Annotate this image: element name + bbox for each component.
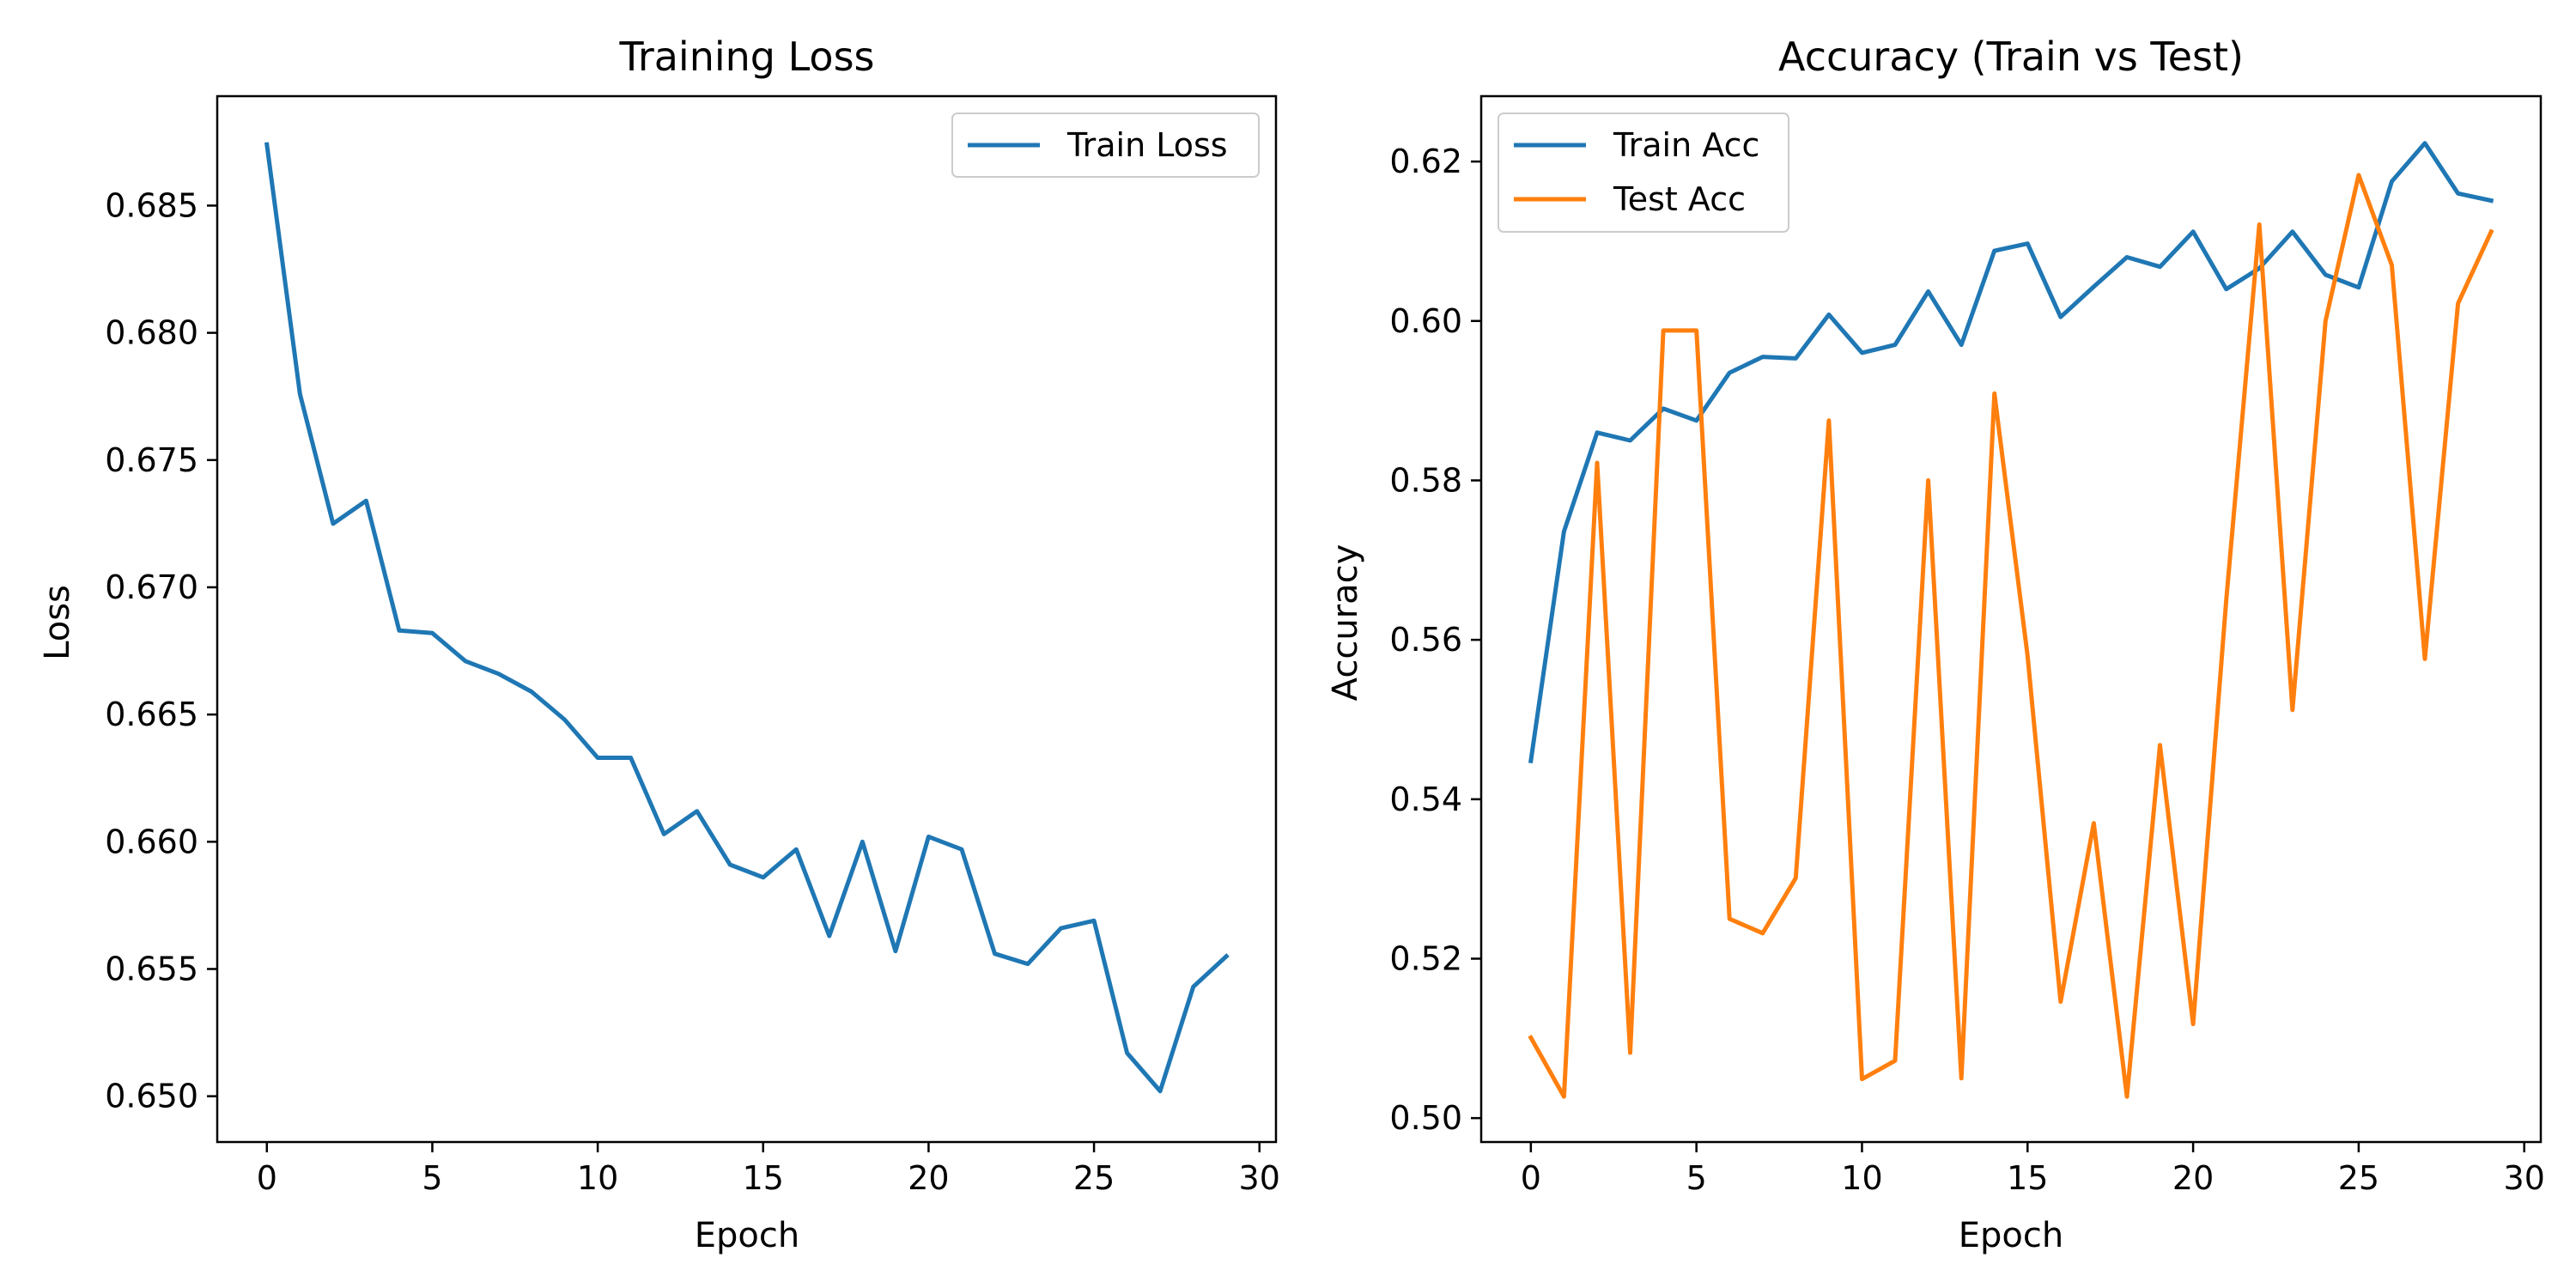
loss-y-tick-label: 0.650 [105,1078,198,1115]
loss-x-tick-label: 20 [908,1159,949,1197]
loss-x-ticks: 0 5 10 15 20 25 30 [257,1142,1280,1197]
loss-plot-area [264,142,1230,1094]
loss-x-tick-label: 30 [1239,1159,1280,1197]
loss-y-tick-label: 0.670 [105,568,198,606]
loss-y-axis-label: Loss [38,585,77,660]
loss-x-tick-label: 5 [422,1159,442,1197]
loss-y-tick-label: 0.675 [105,441,198,479]
accuracy-chart-title: Accuracy (Train vs Test) [1778,33,2244,80]
accuracy-x-tick-label: 15 [2007,1159,2048,1197]
legend-label-train-acc: Train Acc [1613,126,1759,164]
accuracy-axes-frame [1479,94,2543,1144]
accuracy-y-tick-label: 0.50 [1389,1099,1462,1137]
accuracy-y-tick-label: 0.58 [1389,461,1462,499]
accuracy-x-tick-label: 10 [1841,1159,1882,1197]
loss-chart-title: Training Loss [618,33,874,80]
loss-y-ticks: 0.650 0.655 0.660 0.665 0.670 0.675 0.680 0.685 [105,186,217,1115]
accuracy-panel: Accuracy (Train vs Test) Epoch Accuracy … [1326,33,2545,1255]
accuracy-x-ticks: 0 5 10 15 20 25 30 [1521,1142,2545,1197]
accuracy-x-tick-label: 25 [2338,1159,2379,1197]
loss-legend-box [951,112,1260,178]
loss-x-tick-label: 0 [257,1159,277,1197]
accuracy-x-tick-label: 20 [2172,1159,2214,1197]
accuracy-x-tick-label: 30 [2504,1159,2545,1197]
accuracy-legend: Train Acc Test Acc [1498,112,1789,233]
accuracy-plot-area [1528,141,2494,1099]
loss-y-tick-label: 0.685 [105,186,198,224]
accuracy-y-ticks: 0.50 0.52 0.54 0.56 0.58 0.60 0.62 [1389,143,1481,1137]
loss-y-tick-label: 0.655 [105,950,198,987]
accuracy-y-tick-label: 0.54 [1389,781,1462,818]
loss-x-tick-label: 10 [577,1159,618,1197]
loss-panel: Training Loss Epoch Loss 0 5 10 15 20 25 30 0.… [38,33,1280,1255]
series-line-train-loss [264,142,1230,1094]
loss-x-axis-label: Epoch [695,1216,799,1255]
accuracy-y-tick-label: 0.56 [1389,621,1462,659]
series-line-test-acc [1528,173,2494,1099]
accuracy-y-tick-label: 0.52 [1389,939,1462,977]
accuracy-x-axis-label: Epoch [1959,1216,2063,1255]
loss-legend: Train Loss [951,112,1260,178]
legend-label-test-acc: Test Acc [1613,180,1746,218]
loss-x-tick-label: 15 [743,1159,784,1197]
accuracy-y-tick-label: 0.62 [1389,143,1462,180]
loss-y-tick-label: 0.665 [105,696,198,733]
loss-axes-frame [216,94,1278,1144]
loss-y-tick-label: 0.660 [105,823,198,860]
accuracy-y-axis-label: Accuracy [1326,544,1365,702]
series-line-train-acc [1528,141,2494,764]
accuracy-x-tick-label: 5 [1686,1159,1707,1197]
loss-x-tick-label: 25 [1073,1159,1115,1197]
loss-y-tick-label: 0.680 [105,314,198,352]
accuracy-x-tick-label: 0 [1521,1159,1541,1197]
accuracy-y-tick-label: 0.60 [1389,302,1462,340]
legend-label-train-loss: Train Loss [1066,126,1228,164]
